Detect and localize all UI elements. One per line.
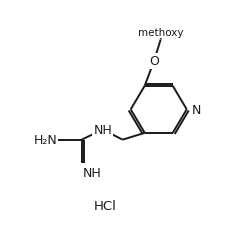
Text: O: O xyxy=(149,55,159,68)
Text: N: N xyxy=(192,103,201,116)
Text: NH: NH xyxy=(83,167,102,179)
Text: methoxy: methoxy xyxy=(158,38,164,40)
Text: H₂N: H₂N xyxy=(33,134,57,146)
Text: O: O xyxy=(149,55,159,68)
Text: methoxy: methoxy xyxy=(138,28,184,38)
Text: HCl: HCl xyxy=(94,199,117,212)
Text: NH: NH xyxy=(93,123,112,136)
Text: methoxy: methoxy xyxy=(158,38,164,40)
